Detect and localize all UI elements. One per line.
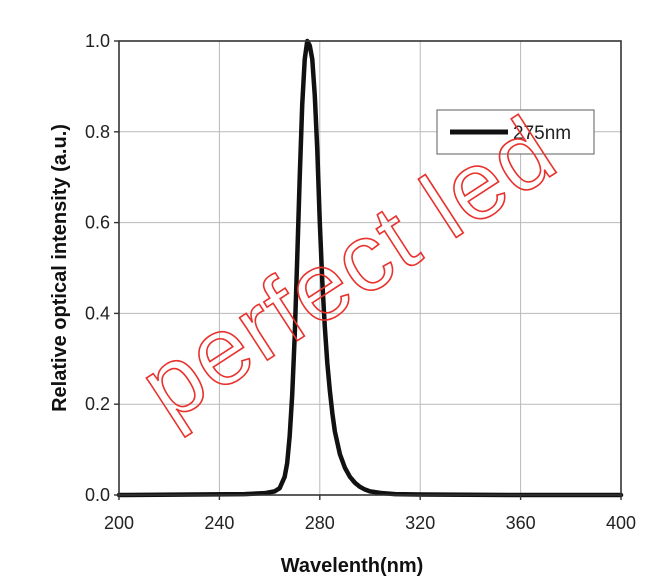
x-tick-label: 240 bbox=[204, 513, 234, 533]
y-tick-label: 0.2 bbox=[85, 394, 110, 414]
legend-label: 275nm bbox=[513, 123, 571, 144]
x-axis-title: Wavelenth(nm) bbox=[281, 555, 424, 577]
axis-ticks: 200 240 280 320 360 400 0.0 0.2 0.4 0.6 0.8 1.0 bbox=[85, 31, 636, 533]
y-tick-label: 0.8 bbox=[85, 122, 110, 142]
y-tick-label: 0.6 bbox=[85, 213, 110, 233]
x-tick-label: 400 bbox=[606, 513, 636, 533]
y-tick-label: 1.0 bbox=[85, 31, 110, 51]
y-tick-label: 0.4 bbox=[85, 303, 110, 323]
y-axis-title: Relative optical intensity (a.u.) bbox=[49, 124, 71, 412]
y-tick-label: 0.0 bbox=[85, 485, 110, 505]
x-tick-label: 200 bbox=[104, 513, 134, 533]
x-tick-label: 360 bbox=[506, 513, 536, 533]
legend: 275nm bbox=[436, 109, 595, 155]
plot-frame bbox=[118, 40, 622, 496]
series-line-275nm bbox=[116, 38, 624, 498]
x-tick-label: 280 bbox=[305, 513, 335, 533]
x-tick-label: 320 bbox=[405, 513, 435, 533]
